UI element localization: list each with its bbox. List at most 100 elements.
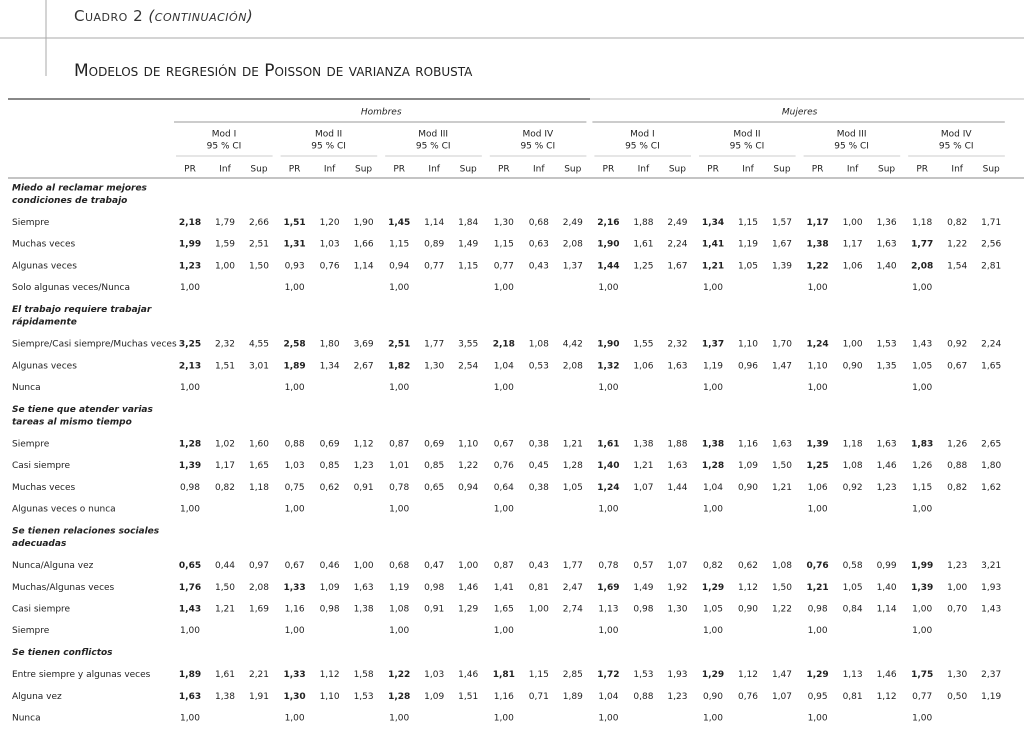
cell: 1,29 bbox=[702, 670, 724, 680]
cell: 1,09 bbox=[424, 692, 444, 702]
cell: 1,00 bbox=[598, 505, 618, 515]
cell: 2,18 bbox=[493, 340, 515, 350]
cell: 1,49 bbox=[633, 583, 653, 593]
cell: 0,94 bbox=[458, 483, 478, 493]
cell: 1,05 bbox=[843, 583, 863, 593]
cell: 1,00 bbox=[843, 340, 863, 350]
cell: 1,25 bbox=[633, 261, 653, 271]
cell: 1,21 bbox=[806, 583, 828, 593]
row-label: Muchas/Algunas veces bbox=[12, 583, 115, 593]
cell: 1,46 bbox=[458, 583, 478, 593]
column-header: Inf bbox=[428, 165, 440, 175]
column-header: Sup bbox=[355, 165, 372, 175]
cell: 1,47 bbox=[772, 361, 792, 371]
cell: 0,69 bbox=[424, 440, 444, 450]
cell: 1,10 bbox=[320, 692, 340, 702]
cell: 2,32 bbox=[667, 340, 687, 350]
model-ci: 95 % CI bbox=[625, 142, 660, 152]
cell: 1,30 bbox=[424, 361, 444, 371]
cell: 1,14 bbox=[424, 218, 444, 228]
row-label: Nunca bbox=[12, 714, 41, 724]
cell: 2,24 bbox=[981, 340, 1001, 350]
row-label: Nunca/Alguna vez bbox=[12, 561, 94, 571]
cell: 0,68 bbox=[529, 218, 549, 228]
column-header: Sup bbox=[250, 165, 267, 175]
row-label: Algunas veces bbox=[12, 361, 77, 371]
column-header: PR bbox=[916, 165, 928, 175]
cell: 2,32 bbox=[215, 340, 235, 350]
cell: 1,84 bbox=[458, 218, 478, 228]
cell: 0,87 bbox=[494, 561, 514, 571]
cell: 1,00 bbox=[494, 505, 514, 515]
cell: 1,18 bbox=[912, 218, 932, 228]
cell: 0,89 bbox=[424, 240, 444, 250]
cell: 1,00 bbox=[703, 383, 723, 393]
cell: 1,89 bbox=[563, 692, 583, 702]
cell: 0,43 bbox=[529, 561, 549, 571]
cell: 1,93 bbox=[667, 670, 687, 680]
cell: 2,08 bbox=[249, 583, 269, 593]
cell: 1,46 bbox=[877, 670, 897, 680]
cell: 1,63 bbox=[667, 461, 687, 471]
cell: 2,54 bbox=[458, 361, 478, 371]
cell: 1,19 bbox=[981, 692, 1001, 702]
cell: 1,53 bbox=[633, 670, 653, 680]
section-heading: El trabajo requiere trabajar bbox=[12, 305, 152, 315]
cell: 1,05 bbox=[738, 261, 758, 271]
column-header: Inf bbox=[219, 165, 231, 175]
cell: 1,00 bbox=[912, 383, 932, 393]
cell: 1,92 bbox=[667, 583, 687, 593]
cell: 1,05 bbox=[912, 361, 932, 371]
cell: 1,22 bbox=[947, 240, 967, 250]
cell: 1,63 bbox=[179, 692, 201, 702]
cell: 1,82 bbox=[388, 361, 410, 371]
cell: 0,91 bbox=[424, 605, 444, 615]
cell: 1,65 bbox=[981, 361, 1001, 371]
column-header: Sup bbox=[564, 165, 581, 175]
cell: 1,41 bbox=[494, 583, 514, 593]
cell: 1,09 bbox=[320, 583, 340, 593]
cell: 1,19 bbox=[703, 361, 723, 371]
cell: 1,00 bbox=[458, 561, 478, 571]
cell: 1,04 bbox=[703, 483, 723, 493]
cell: 2,08 bbox=[911, 261, 933, 271]
cell: 0,75 bbox=[285, 483, 305, 493]
column-header: PR bbox=[603, 165, 615, 175]
group-header: Mujeres bbox=[782, 108, 818, 118]
cell: 1,89 bbox=[179, 670, 201, 680]
cell: 1,15 bbox=[458, 261, 478, 271]
cell: 1,47 bbox=[772, 670, 792, 680]
cell: 1,00 bbox=[494, 283, 514, 293]
cell: 1,59 bbox=[215, 240, 235, 250]
row-label: Algunas veces o nunca bbox=[12, 505, 116, 515]
cell: 1,23 bbox=[179, 261, 201, 271]
model-name: Mod IV bbox=[522, 130, 553, 140]
cell: 2,49 bbox=[563, 218, 583, 228]
cell: 0,82 bbox=[947, 483, 967, 493]
cell: 1,14 bbox=[354, 261, 374, 271]
cell: 0,98 bbox=[180, 483, 200, 493]
cell: 1,17 bbox=[806, 218, 828, 228]
cell: 0,88 bbox=[633, 692, 653, 702]
cell: 1,38 bbox=[354, 605, 374, 615]
cell: 1,14 bbox=[877, 605, 897, 615]
cell: 2,08 bbox=[563, 361, 583, 371]
cell: 1,26 bbox=[912, 461, 932, 471]
cell: 0,67 bbox=[494, 440, 514, 450]
cell: 1,00 bbox=[843, 218, 863, 228]
cell: 1,10 bbox=[808, 361, 828, 371]
cell: 1,00 bbox=[912, 626, 932, 636]
cell: 1,16 bbox=[494, 692, 514, 702]
cell: 1,08 bbox=[529, 340, 549, 350]
row-label: Alguna vez bbox=[12, 692, 62, 702]
cell: 1,24 bbox=[806, 340, 828, 350]
cell: 1,19 bbox=[389, 583, 409, 593]
cell: 0,98 bbox=[808, 605, 828, 615]
cell: 1,50 bbox=[249, 261, 269, 271]
cell: 1,18 bbox=[249, 483, 269, 493]
cell: 1,38 bbox=[633, 440, 653, 450]
cell: 1,13 bbox=[598, 605, 618, 615]
cell: 1,28 bbox=[179, 440, 201, 450]
cell: 0,45 bbox=[529, 461, 549, 471]
cell: 1,62 bbox=[981, 483, 1001, 493]
